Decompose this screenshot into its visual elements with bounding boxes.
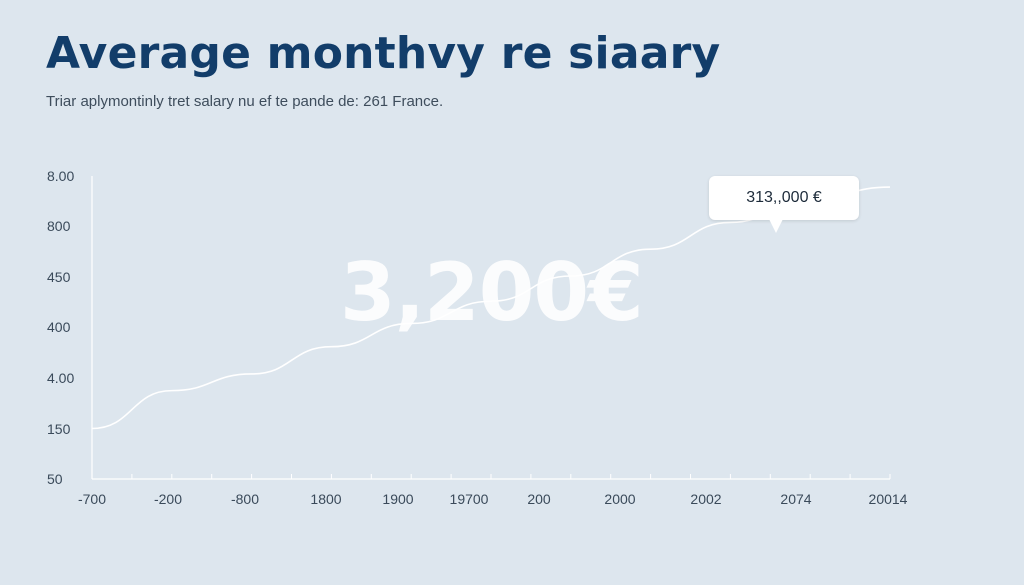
- y-tick-label: 50: [47, 471, 63, 487]
- x-tick-label: 19700: [450, 491, 489, 507]
- x-tick-label: 2000: [604, 491, 635, 507]
- y-tick-label: 800: [47, 218, 71, 234]
- y-tick-label: 4.00: [47, 370, 74, 386]
- y-tick-label: 150: [47, 421, 71, 437]
- x-tick-label: -800: [231, 491, 259, 507]
- highlight-value: 3,200€: [340, 246, 644, 339]
- x-tick-label: 1900: [382, 491, 413, 507]
- callout-pointer: [769, 219, 783, 233]
- x-tick-label: 2074: [780, 491, 811, 507]
- x-tick-label: -200: [154, 491, 182, 507]
- chart-subtitle: Triar aplymontinly tret salary nu ef te …: [46, 93, 444, 110]
- x-tick-label: 1800: [310, 491, 341, 507]
- y-tick-label: 400: [47, 319, 71, 335]
- value-callout: 313,,000 €: [709, 176, 859, 220]
- y-tick-label: 450: [47, 269, 71, 285]
- callout-label: 313,,000 €: [746, 189, 822, 206]
- y-tick-label: 8.00: [47, 168, 74, 184]
- chart-title: Average monthvy re siaary: [46, 28, 721, 79]
- x-tick-label: 200: [527, 491, 551, 507]
- x-tick-label: 20014: [869, 491, 908, 507]
- x-tick-label: -700: [78, 491, 106, 507]
- x-tick-label: 2002: [690, 491, 721, 507]
